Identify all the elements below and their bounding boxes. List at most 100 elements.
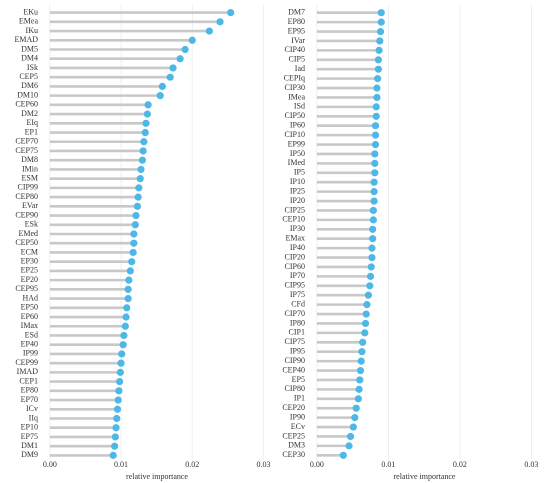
dot: [130, 239, 138, 247]
dot: [371, 150, 379, 158]
x-axis-label: relative importance: [394, 472, 456, 481]
y-tick-label: CIP80: [285, 384, 305, 393]
x-tick-label: 0.02: [453, 460, 467, 469]
dot: [158, 82, 166, 91]
y-tick-label: DM10: [17, 90, 38, 99]
dot: [346, 432, 355, 441]
dot: [369, 216, 377, 224]
dot: [141, 128, 149, 137]
dot: [121, 322, 129, 330]
y-tick-label: CIP25: [285, 205, 305, 214]
y-tick-label: CEP5: [19, 72, 38, 81]
x-axis-label: relative importance: [126, 472, 188, 481]
y-tick-label: EP95: [288, 26, 305, 35]
dot: [122, 313, 130, 321]
y-tick-label: EP10: [21, 423, 38, 432]
dot: [126, 267, 134, 275]
dot: [359, 338, 367, 346]
y-tick-label: CIP20: [285, 252, 305, 261]
y-tick-label: ECv: [291, 422, 305, 431]
y-tick-label: CEP90: [15, 210, 38, 219]
dot: [109, 451, 117, 459]
y-tick-label: CIP75: [285, 337, 305, 346]
y-tick-label: IMin: [22, 164, 38, 173]
y-tick-label: IP90: [290, 412, 305, 421]
dot: [116, 377, 124, 386]
dot: [354, 395, 362, 403]
y-tick-label: DM7: [288, 8, 305, 17]
x-tick-label: 0.03: [256, 460, 270, 469]
y-tick-label: IP5: [294, 168, 305, 177]
y-tick-label: EVar: [22, 201, 38, 210]
dot: [371, 140, 380, 149]
y-tick-label: EP5: [292, 375, 305, 384]
y-tick-label: EP30: [21, 257, 38, 266]
y-tick-label: IP10: [290, 177, 305, 186]
dot: [113, 414, 121, 423]
dot: [358, 348, 366, 356]
y-tick-label: IP75: [290, 290, 305, 299]
dot: [376, 37, 384, 45]
dot: [134, 193, 142, 201]
dot: [366, 282, 374, 290]
dot: [364, 291, 372, 299]
y-tick-label: CEP50: [15, 238, 38, 247]
dot: [124, 294, 132, 303]
y-tick-label: ESd: [25, 330, 38, 339]
dot: [138, 156, 147, 164]
dot: [370, 178, 378, 186]
y-tick-label: IP50: [290, 149, 305, 158]
dot: [176, 55, 184, 63]
dot: [133, 202, 142, 210]
dot: [129, 248, 137, 257]
y-tick-label: CEP75: [15, 146, 38, 155]
dot: [361, 319, 370, 328]
dot: [113, 405, 122, 413]
y-tick-label: EP20: [21, 275, 38, 284]
y-tick-label: EIq: [26, 118, 38, 127]
y-tick-label: CEP80: [15, 192, 38, 201]
y-tick-label: CEP25: [282, 431, 305, 440]
dot: [369, 225, 377, 233]
dot: [169, 64, 177, 72]
dot: [112, 424, 120, 432]
y-tick-label: CIP95: [285, 281, 305, 290]
dot: [374, 75, 382, 83]
dot: [374, 56, 382, 64]
y-tick-label: DM2: [21, 109, 38, 118]
dot: [371, 169, 379, 177]
y-tick-label: DM9: [21, 450, 38, 459]
y-tick-label: ICv: [26, 404, 38, 413]
dot: [137, 165, 145, 174]
y-tick-label: IMea: [288, 92, 305, 101]
dot: [372, 112, 380, 120]
dot: [188, 36, 196, 44]
y-tick-label: IP20: [290, 196, 305, 205]
dot: [374, 65, 382, 73]
y-tick-label: CEPIq: [284, 73, 305, 82]
dot: [139, 147, 147, 155]
y-tick-label: CIP30: [285, 83, 305, 92]
dot: [132, 211, 140, 220]
dot: [366, 272, 375, 280]
dot: [128, 258, 136, 266]
y-tick-label: CIP99: [18, 183, 38, 192]
y-tick-label: IP80: [290, 318, 305, 327]
y-tick-label: EP70: [21, 395, 38, 404]
y-tick-label: EP99: [288, 139, 305, 148]
y-tick-label: EMea: [19, 17, 39, 26]
dot: [156, 92, 164, 100]
y-tick-label: EP75: [21, 432, 38, 441]
y-tick-label: EP80: [21, 386, 38, 395]
dot: [370, 188, 378, 196]
dot: [124, 285, 132, 293]
dot: [355, 385, 363, 393]
y-tick-label: IP70: [290, 271, 305, 280]
dot: [371, 122, 380, 130]
dot: [125, 276, 133, 284]
y-tick-label: ESM: [22, 173, 38, 182]
y-tick-label: DM5: [21, 44, 38, 53]
y-tick-label: DM6: [21, 81, 38, 90]
y-tick-label: EP25: [21, 266, 38, 275]
y-tick-label: CEP10: [282, 215, 305, 224]
